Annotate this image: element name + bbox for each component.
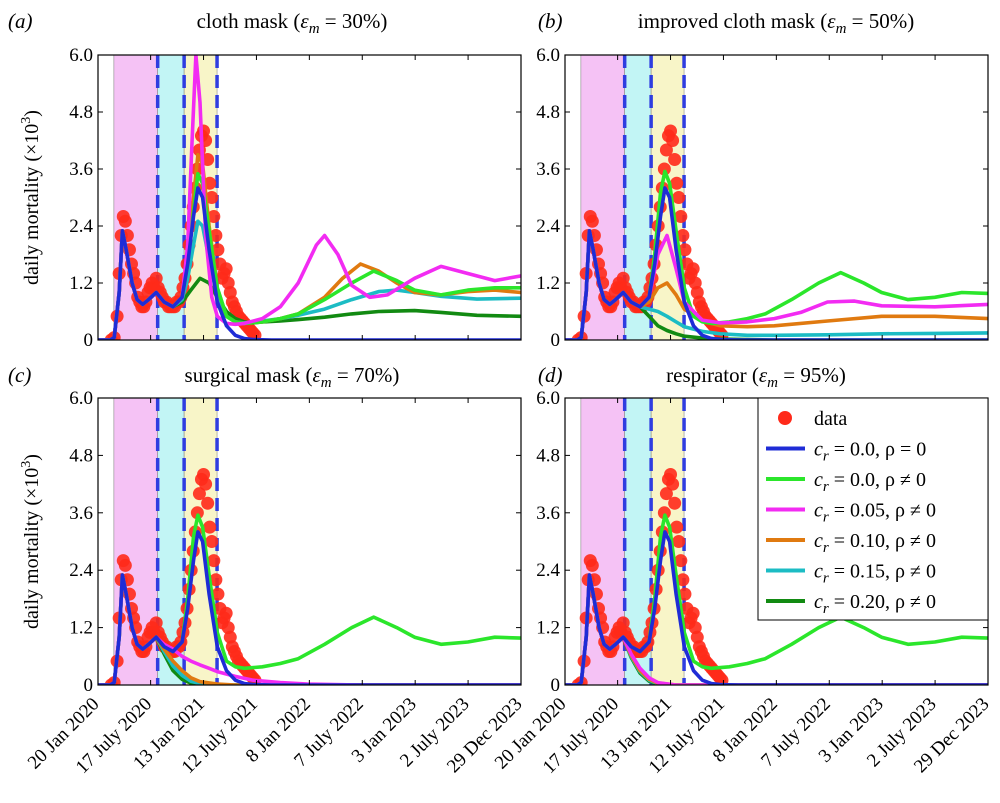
data-point xyxy=(678,243,692,257)
data-point xyxy=(670,520,684,534)
data-point xyxy=(211,243,225,257)
data-point xyxy=(205,191,219,204)
data-point xyxy=(657,162,671,176)
y-tick-label: 2.4 xyxy=(69,560,93,581)
legend-label-c0_rho0: cr = 0.0, ρ = 0 xyxy=(814,439,926,465)
y-axis-label: daily mortality (×103) xyxy=(19,110,43,285)
panel-label: (d) xyxy=(538,363,563,387)
series-line-c0_rho0 xyxy=(98,530,521,685)
y-tick-label: 3.6 xyxy=(536,503,560,524)
legend: data cr = 0.0, ρ = 0 cr = 0.0, ρ ≠ 0 cr = 0… xyxy=(757,397,989,621)
model-curves xyxy=(98,513,521,685)
data-point xyxy=(686,262,700,276)
series-line-c0_rho0 xyxy=(98,186,521,340)
panel-title: cloth mask (εm = 30%) xyxy=(197,9,388,37)
panel-title: respirator (εm = 95%) xyxy=(666,363,846,391)
series-line-c0_rho0 xyxy=(565,186,988,340)
data-point xyxy=(666,134,680,147)
legend-label-c020: cr = 0.20, ρ ≠ 0 xyxy=(814,591,936,617)
data-point xyxy=(670,176,684,190)
y-tick-label: 2.4 xyxy=(69,216,93,237)
series-line-c0_rho0 xyxy=(565,530,988,685)
y-axis-label: daily mortality (×103) xyxy=(19,454,43,629)
data-point xyxy=(668,496,682,510)
panel-label: (c) xyxy=(8,363,31,387)
data-point xyxy=(666,477,680,491)
y-tick-label: 6.0 xyxy=(69,388,93,409)
data-point xyxy=(715,673,729,685)
y-tick-label: 1.2 xyxy=(69,273,93,294)
data-point xyxy=(672,535,686,548)
data-point xyxy=(585,214,599,228)
panel-label: (a) xyxy=(8,9,33,33)
y-tick-label: 0 xyxy=(551,675,561,696)
data-point xyxy=(219,262,233,276)
legend-marker-data xyxy=(778,411,792,425)
data-point xyxy=(201,496,215,510)
data-point xyxy=(199,477,213,491)
legend-label-data: data xyxy=(814,408,847,430)
data-point xyxy=(207,554,221,568)
y-tick-label: 4.8 xyxy=(69,445,93,466)
data-point xyxy=(205,535,219,548)
y-tick-label: 4.8 xyxy=(69,102,93,123)
panel-title: improved cloth mask (εm = 50%) xyxy=(638,9,915,37)
panel-label: (b) xyxy=(538,9,563,33)
data-point xyxy=(118,214,132,228)
y-tick-label: 0 xyxy=(84,675,94,696)
data-point xyxy=(201,153,215,166)
data-point xyxy=(585,558,599,572)
y-tick-label: 0 xyxy=(84,330,94,351)
y-tick-label: 6.0 xyxy=(536,45,560,66)
y-tick-label: 3.6 xyxy=(69,159,93,180)
panel-a: 0 1.2 2.4 3.6 4.8 6.0 (a) cloth mask (εm = 30%)… xyxy=(8,9,522,351)
y-tick-label: 4.8 xyxy=(536,102,560,123)
y-tick-label: 1.2 xyxy=(536,618,560,639)
data-point xyxy=(203,520,217,534)
y-tick-label: 3.6 xyxy=(69,503,93,524)
data-point xyxy=(209,229,223,242)
model-curves xyxy=(98,55,521,340)
data-point xyxy=(659,143,673,157)
model-curves xyxy=(565,169,988,340)
y-tick-label: 4.8 xyxy=(536,445,560,466)
y-tick-label: 1.2 xyxy=(536,273,560,294)
data-point xyxy=(657,506,671,520)
panel-b: 0 1.2 2.4 3.6 4.8 6.0 (b) improved cloth mask (… xyxy=(536,9,989,351)
data-point xyxy=(192,487,206,501)
panel-title: surgical mask (εm = 70%) xyxy=(185,363,400,391)
legend-label-c015: cr = 0.15, ρ ≠ 0 xyxy=(814,561,936,587)
data-point xyxy=(659,487,673,501)
y-tick-label: 6.0 xyxy=(69,45,93,66)
data-point xyxy=(676,573,690,587)
legend-label-c010: cr = 0.10, ρ ≠ 0 xyxy=(814,530,936,556)
y-tick-label: 2.4 xyxy=(536,216,560,237)
model-curves xyxy=(565,513,988,685)
legend-label-c0: cr = 0.0, ρ ≠ 0 xyxy=(814,469,926,495)
data-point xyxy=(686,606,700,620)
data-point xyxy=(674,554,688,568)
data-point xyxy=(118,558,132,572)
y-tick-label: 0 xyxy=(551,330,561,351)
legend-label-c005: cr = 0.05, ρ ≠ 0 xyxy=(814,500,936,526)
y-tick-label: 3.6 xyxy=(536,159,560,180)
y-tick-label: 6.0 xyxy=(536,388,560,409)
y-tick-label: 2.4 xyxy=(536,560,560,581)
y-tick-label: 1.2 xyxy=(69,618,93,639)
data-point xyxy=(672,191,686,204)
data-point xyxy=(668,153,682,166)
data-point xyxy=(248,328,262,340)
data-point xyxy=(676,229,690,242)
data-point xyxy=(211,587,225,601)
data-point xyxy=(207,210,221,223)
data-point xyxy=(678,587,692,601)
data-point xyxy=(190,506,204,520)
data-point xyxy=(219,606,233,620)
data-point xyxy=(209,573,223,587)
data-point xyxy=(674,210,688,223)
